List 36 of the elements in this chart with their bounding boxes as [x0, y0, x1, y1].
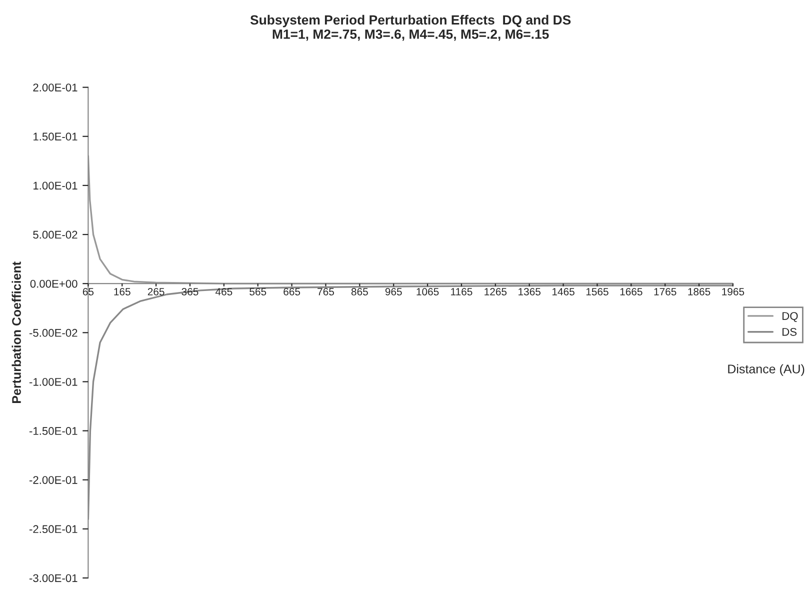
- x-tick-label: 865: [351, 288, 368, 296]
- x-tick-label: 165: [114, 288, 130, 296]
- chart-title: Subsystem Period Perturbation Effects DQ and DS M1=1, M2=.75, M3=.6, M4=.45, M5=.2, M6=.15: [250, 14, 571, 41]
- x-tick-label: 1665: [620, 288, 642, 296]
- x-tick-label: 1765: [654, 288, 676, 296]
- y-tick-label: -1.50E-01: [29, 427, 78, 435]
- x-tick-label: 465: [215, 288, 232, 296]
- x-tick-label: 665: [284, 288, 300, 296]
- y-tick-label: -2.00E-01: [29, 476, 78, 484]
- x-tick-label: 365: [182, 288, 198, 296]
- y-tick-label: -5.00E-02: [29, 328, 78, 337]
- x-tick-label: 1565: [586, 288, 608, 296]
- x-tick-label: 1465: [552, 288, 574, 296]
- y-tick-label: -1.00E-01: [29, 378, 78, 386]
- y-tick-label: -3.00E-01: [29, 574, 78, 582]
- y-tick-label: 0.00E+00: [30, 280, 78, 288]
- x-tick-label: 965: [385, 288, 402, 296]
- x-tick-label: 565: [250, 288, 266, 296]
- x-axis-title: Distance (AU): [728, 364, 804, 376]
- y-tick-label: 2.00E-01: [33, 84, 78, 92]
- x-tick-label: 765: [318, 288, 334, 296]
- y-tick-label: 1.50E-01: [34, 132, 78, 141]
- y-axis-title: Perturbation Coefficient: [12, 262, 21, 403]
- x-tick-label: 1265: [484, 288, 507, 296]
- y-tick-label: 5.00E-02: [33, 230, 78, 239]
- x-tick-label: 1165: [451, 288, 472, 296]
- x-tick-label: 65: [82, 288, 94, 296]
- x-tick-label: 1365: [518, 288, 540, 296]
- x-tick-label: 265: [148, 288, 164, 296]
- legend-label: DS: [782, 328, 797, 336]
- y-tick-label: -2.50E-01: [29, 525, 78, 534]
- x-tick-label: 1865: [688, 288, 710, 296]
- legend-label: DQ: [782, 312, 798, 322]
- x-tick-label: 1065: [416, 288, 439, 296]
- y-tick-label: 1.00E-01: [34, 182, 78, 190]
- x-tick-label: 1965: [722, 288, 744, 296]
